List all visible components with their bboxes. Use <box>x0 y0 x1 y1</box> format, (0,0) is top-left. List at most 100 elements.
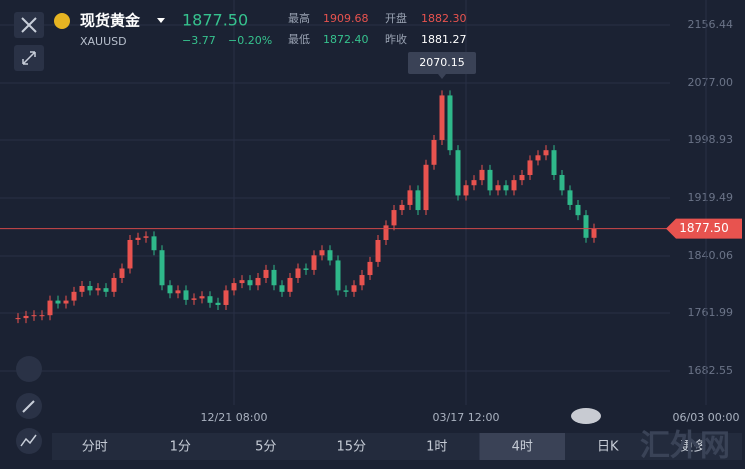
candle <box>287 277 293 292</box>
instrument-name[interactable]: 现货黄金 <box>80 12 141 30</box>
candle <box>423 164 429 211</box>
candle <box>351 285 357 292</box>
tab[interactable]: 1分 <box>170 440 191 455</box>
tab[interactable]: 15分 <box>336 440 366 455</box>
tab[interactable]: 分时 <box>82 440 108 455</box>
scroll-handle[interactable] <box>571 408 601 424</box>
candle <box>39 315 45 317</box>
candle <box>415 190 421 211</box>
candle <box>367 261 373 276</box>
candle <box>447 95 453 151</box>
candle <box>527 160 533 176</box>
candle <box>431 139 437 165</box>
open: 1882.30 <box>421 12 467 25</box>
candle <box>79 285 85 292</box>
candle <box>551 150 557 176</box>
candle <box>327 250 333 261</box>
candle <box>399 204 405 211</box>
candle <box>255 277 261 286</box>
candle <box>567 190 573 205</box>
candle <box>303 268 309 270</box>
symbol: XAUUSD <box>80 35 127 48</box>
candle <box>295 268 301 278</box>
tab[interactable]: 日K <box>597 440 619 455</box>
tab[interactable]: 5分 <box>255 440 276 455</box>
plot: 1682.55 1761.99 1840.06 1919.49 1998.93 2077.… <box>0 0 742 424</box>
prev-close: 1881.27 <box>421 33 467 46</box>
candle <box>535 155 541 161</box>
candle <box>151 236 157 251</box>
indicator-button[interactable] <box>16 356 42 382</box>
candle <box>95 288 101 291</box>
candle <box>279 285 285 292</box>
label: 开盘 <box>385 11 407 25</box>
peak-label: 2070.15 <box>419 56 465 69</box>
tab[interactable]: 1时 <box>426 440 447 455</box>
tab[interactable]: 4时 <box>512 440 533 455</box>
candle <box>359 275 365 286</box>
candle <box>119 268 125 278</box>
tabs: 分时 1分 5分 15分 1时 4时 日K 更多 <box>82 433 706 460</box>
peak-tag <box>408 52 476 75</box>
toolbar <box>52 433 742 460</box>
candle <box>183 290 189 300</box>
candle <box>375 239 381 262</box>
candle <box>463 185 469 196</box>
y-tick-label: 1998.93 <box>688 133 734 146</box>
last-price-label: 1877.50 <box>679 221 729 235</box>
candle <box>391 210 397 226</box>
candle <box>231 283 237 291</box>
active-tab[interactable] <box>479 433 566 460</box>
candle <box>343 290 349 292</box>
candle <box>407 190 413 205</box>
candle <box>583 215 589 238</box>
candle <box>383 225 389 240</box>
candle <box>439 95 445 140</box>
candle <box>87 285 93 291</box>
y-tick-label: 1761.99 <box>688 306 734 319</box>
dropdown-caret[interactable] <box>157 18 165 23</box>
candle <box>247 280 253 286</box>
high: 1909.68 <box>323 12 369 25</box>
candle <box>191 298 197 300</box>
candle <box>575 204 581 216</box>
expand-icon <box>22 51 36 65</box>
label: 最高 <box>288 11 310 25</box>
candle <box>591 228 597 238</box>
x-tick-label: 12/21 08:00 <box>201 411 268 424</box>
peak-pointer <box>438 74 446 80</box>
candle <box>143 236 149 238</box>
candle <box>103 288 109 292</box>
y-tick-label: 2156.44 <box>688 18 734 31</box>
candle <box>15 318 21 320</box>
gold-icon <box>54 13 70 29</box>
y-tick-label: 1840.06 <box>688 249 734 262</box>
candle <box>71 291 77 301</box>
candle <box>223 290 229 305</box>
label: 最低 <box>288 33 310 46</box>
watermark: 汇外网 <box>640 429 730 464</box>
y-tick-label: 1919.49 <box>688 191 734 204</box>
x-tick-label: 06/03 00:00 <box>673 411 740 424</box>
candle <box>159 250 165 286</box>
label: 昨收 <box>385 32 407 46</box>
candle <box>239 280 245 284</box>
pen-icon <box>22 400 35 413</box>
candle <box>319 250 325 256</box>
candle <box>31 315 37 317</box>
candle <box>495 185 501 191</box>
tab[interactable]: 更多 <box>680 439 706 455</box>
x-tick-label: 03/17 12:00 <box>433 411 500 424</box>
candle <box>471 180 477 186</box>
candle <box>127 239 133 269</box>
candle <box>519 175 525 181</box>
candle <box>511 180 517 191</box>
line-icon <box>20 434 37 447</box>
y-tick-label: 1682.55 <box>688 364 734 377</box>
candle <box>503 185 509 191</box>
candle <box>543 150 549 156</box>
last-price-tag <box>666 218 742 239</box>
candle <box>111 277 117 292</box>
